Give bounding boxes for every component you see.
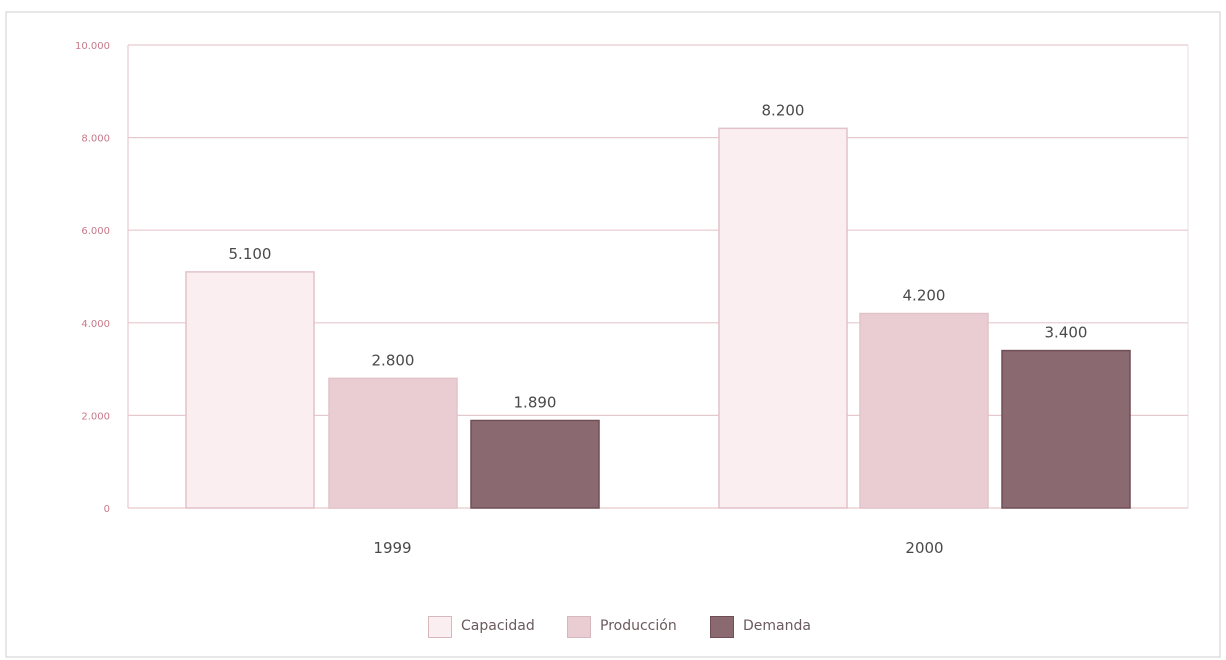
bar-demanda-2000 bbox=[1001, 349, 1131, 509]
legend-swatch-capacidad bbox=[428, 616, 452, 638]
y-tick-label: 2.000 bbox=[81, 411, 110, 422]
data-label: 8.200 bbox=[762, 101, 805, 119]
bar-capacidad-2000 bbox=[718, 127, 848, 509]
legend-label-produccion: Producción bbox=[600, 618, 677, 634]
data-label: 3.400 bbox=[1045, 324, 1088, 342]
legend: Capacidad Producción Demanda bbox=[0, 613, 1226, 643]
y-tick-label: 0 bbox=[104, 504, 110, 515]
legend-swatch-produccion bbox=[567, 616, 591, 638]
y-tick-label: 8.000 bbox=[81, 134, 110, 145]
chart-frame-border bbox=[5, 11, 1221, 658]
legend-label-capacidad: Capacidad bbox=[461, 618, 535, 634]
x-category-label: 2000 bbox=[905, 539, 943, 557]
legend-label-demanda: Demanda bbox=[743, 618, 811, 634]
y-tick-label: 6.000 bbox=[81, 226, 110, 237]
legend-swatch-demanda bbox=[710, 616, 734, 638]
y-tick-label: 4.000 bbox=[81, 319, 110, 330]
data-label: 2.800 bbox=[372, 351, 415, 369]
bar-demanda-1999 bbox=[470, 419, 600, 509]
bar-produccion-2000 bbox=[859, 312, 989, 509]
data-label: 4.200 bbox=[903, 287, 946, 305]
data-label: 5.100 bbox=[229, 245, 272, 263]
bar-capacidad-1999 bbox=[185, 271, 315, 509]
y-tick-label: 10.000 bbox=[75, 41, 110, 52]
data-label: 1.890 bbox=[514, 393, 557, 411]
plot-area: 0 2.000 4.000 6.000 8.000 10.000 5.100 2.800 1.8… bbox=[75, 41, 1189, 557]
bar-produccion-1999 bbox=[328, 377, 458, 509]
x-category-label: 1999 bbox=[373, 539, 411, 557]
